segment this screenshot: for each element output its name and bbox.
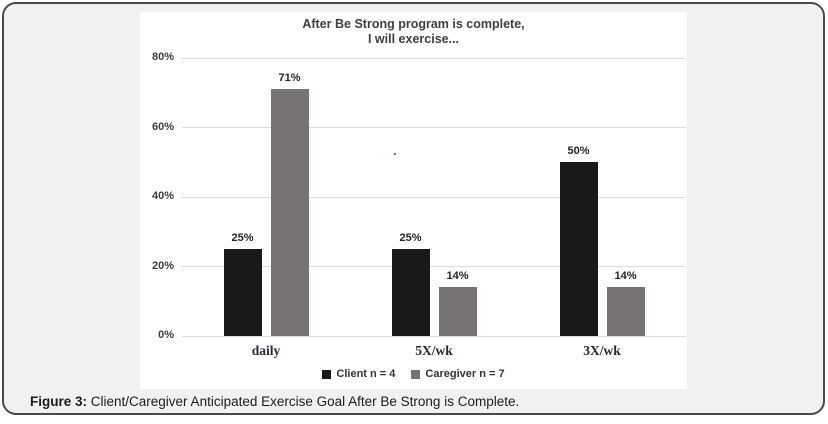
gridline <box>182 266 686 267</box>
bar-client-5xwk <box>391 249 430 336</box>
x-axis-category-label: daily <box>251 343 281 358</box>
figure-caption: Figure 3: Client/Caregiver Anticipated E… <box>30 394 519 409</box>
bar-client-3xwk <box>559 162 598 336</box>
gridline <box>182 127 686 128</box>
bar-caregiver-3xwk <box>606 287 645 336</box>
bar-client-daily <box>223 249 262 336</box>
chart-legend: Client n = 4 Caregiver n = 7 <box>140 368 687 380</box>
figure-caption-text: Client/Caregiver Anticipated Exercise Go… <box>87 394 520 409</box>
legend-item: Caregiver n = 7 <box>411 368 505 380</box>
legend-swatch-icon <box>411 369 421 379</box>
y-axis-tick-label: 60% <box>151 120 174 133</box>
gridline <box>182 335 686 337</box>
stray-dot-artifact <box>394 153 396 155</box>
legend-label: Caregiver n = 7 <box>425 368 505 380</box>
bar-caregiver-5xwk <box>438 287 477 336</box>
x-axis-category-label: 5X/wk <box>415 343 453 358</box>
bar-value-label: 50% <box>567 145 590 158</box>
chart-title-line1: After Be Strong program is complete, <box>302 17 525 31</box>
gridline <box>182 57 686 59</box>
bar-caregiver-daily <box>270 89 309 336</box>
plot-area: 0% 20% 40% 60% 80% 25% 71% daily 25% 14% 5X/wk 50% 1… <box>152 51 686 358</box>
figure-caption-label: Figure 3: <box>30 394 88 409</box>
legend-item: Client n = 4 <box>322 368 395 380</box>
figure-box: After Be Strong program is complete, I w… <box>2 2 825 415</box>
x-axis-category-label: 3X/wk <box>583 343 621 358</box>
chart-title-line2: I will exercise... <box>367 32 460 46</box>
y-axis-tick-label: 80% <box>151 51 174 63</box>
y-axis-tick-label: 40% <box>151 190 174 202</box>
bar-value-label: 14% <box>614 270 637 283</box>
chart-panel: After Be Strong program is complete, I w… <box>140 12 687 389</box>
bar-value-label: 14% <box>446 270 469 283</box>
y-axis-tick-label: 0% <box>158 329 174 341</box>
legend-label: Client n = 4 <box>336 368 396 380</box>
bar-value-label: 71% <box>278 72 301 85</box>
chart-title: After Be Strong program is complete, I w… <box>140 17 687 47</box>
bar-value-label: 25% <box>231 232 254 245</box>
bar-value-label: 25% <box>399 232 422 245</box>
gridline <box>182 196 686 198</box>
y-axis-tick-label: 20% <box>151 259 174 272</box>
legend-swatch-icon <box>322 369 332 379</box>
